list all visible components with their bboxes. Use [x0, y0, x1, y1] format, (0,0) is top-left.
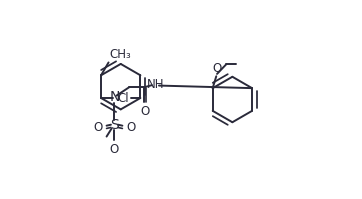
Text: O: O — [140, 105, 150, 118]
Text: S: S — [110, 118, 119, 132]
Text: N: N — [109, 90, 120, 104]
Text: O: O — [212, 62, 221, 75]
Text: Cl: Cl — [117, 92, 129, 104]
Text: O: O — [93, 121, 103, 134]
Text: CH₃: CH₃ — [110, 48, 131, 61]
Text: NH: NH — [147, 78, 164, 91]
Text: O: O — [110, 143, 119, 156]
Text: O: O — [126, 121, 136, 134]
